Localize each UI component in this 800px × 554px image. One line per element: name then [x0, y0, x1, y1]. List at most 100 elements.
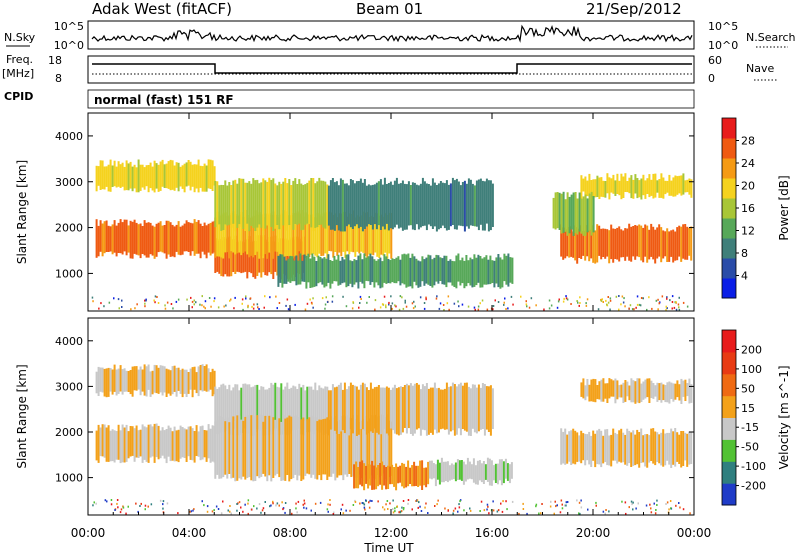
- velocity-scatter-point: [122, 505, 124, 508]
- power-scatter-point: [675, 301, 677, 304]
- power-scatter-point: [579, 296, 581, 299]
- power-echo-cell: [272, 241, 275, 279]
- power-echo-cell: [453, 261, 456, 287]
- velocity-echo-cell: [232, 416, 235, 478]
- power-echo-cell: [439, 181, 442, 229]
- power-scatter-point: [166, 301, 169, 304]
- velocity-echo-cell: [407, 385, 410, 429]
- power-echo-cell: [246, 182, 249, 224]
- power-echo-cell: [650, 223, 653, 257]
- velocity-scatter-point: [159, 499, 162, 502]
- power-scatter-point: [600, 299, 603, 302]
- velocity-echo-cell: [149, 424, 152, 458]
- power-echo-cell: [568, 227, 571, 258]
- power-echo-cell: [318, 177, 321, 225]
- velocity-scatter-point: [140, 502, 142, 505]
- power-scatter-point: [312, 306, 314, 309]
- power-scatter-point: [249, 297, 252, 300]
- power-echo-cell: [503, 253, 506, 282]
- velocity-echo-cell: [123, 427, 126, 463]
- velocity-echo-cell: [151, 370, 154, 395]
- power-echo-cell: [209, 159, 212, 189]
- power-echo-cell: [377, 181, 380, 226]
- power-echo-cell: [389, 181, 392, 229]
- power-echo-cell: [287, 258, 290, 282]
- power-echo-cell: [123, 219, 126, 252]
- freq-left-tick-bottom: 8: [55, 72, 62, 85]
- power-echo-cell: [163, 164, 166, 188]
- power-scatter-point: [525, 300, 527, 303]
- velocity-echo-cell: [332, 417, 335, 474]
- power-echo-cell: [145, 165, 148, 187]
- power-echo-cell: [684, 224, 687, 260]
- velocity-echo-cell: [582, 378, 585, 399]
- power-echo-cell: [614, 180, 617, 196]
- power-echo-cell: [564, 199, 567, 232]
- power-echo-cell: [598, 225, 601, 256]
- power-echo-cell: [487, 259, 490, 285]
- velocity-scatter-point: [227, 509, 229, 512]
- velocity-scatter-point: [389, 502, 391, 505]
- velocity-echo-cell: [377, 465, 380, 487]
- power-echo-cell: [298, 238, 301, 275]
- power-echo-cell: [262, 178, 265, 231]
- velocity-echo-cell: [163, 366, 166, 393]
- beam-title: Beam 01: [356, 0, 423, 18]
- power-scatter-point: [633, 308, 635, 311]
- velocity-scatter-point: [480, 500, 483, 503]
- power-echo-cell: [409, 257, 412, 287]
- velocity-echo-cell: [355, 461, 358, 489]
- power-echo-cell: [167, 220, 170, 255]
- velocity-echo-cell: [618, 430, 621, 462]
- power-echo-cell: [433, 257, 436, 286]
- velocity-echo-cell: [135, 366, 138, 391]
- velocity-scatter-point: [281, 501, 283, 504]
- power-echo-cell: [596, 175, 599, 197]
- velocity-scatter-point: [425, 502, 427, 505]
- power-echo-cell: [232, 239, 235, 272]
- velocity-echo-cell: [216, 420, 219, 475]
- power-echo-cell: [382, 216, 385, 256]
- power-echo-cell: [103, 166, 106, 190]
- power-echo-cell: [260, 182, 263, 228]
- power-scatter-point: [602, 301, 604, 303]
- power-scatter-point: [657, 308, 659, 311]
- velocity-echo-cell: [680, 431, 683, 468]
- velocity-echo-cell: [169, 370, 172, 396]
- power-echo-cell: [463, 260, 466, 289]
- power-echo-cell: [618, 180, 621, 196]
- power-echo-cell: [648, 229, 651, 260]
- velocity-scatter-point: [256, 507, 258, 510]
- power-echo-cell: [560, 193, 563, 234]
- velocity-scatter-point: [302, 503, 304, 506]
- velocity-echo-cell: [155, 423, 158, 458]
- velocity-echo-cell: [576, 432, 579, 462]
- velocity-echo-cell: [465, 382, 468, 432]
- velocity-echo-cell: [361, 460, 364, 487]
- power-echo-cell: [407, 253, 410, 287]
- power-echo-cell: [234, 179, 237, 232]
- power-scatter-point: [606, 303, 608, 306]
- power-colorbar-tick-label: 12: [741, 225, 755, 238]
- power-echo-cell: [315, 261, 318, 287]
- power-echo-cell: [203, 163, 206, 192]
- velocity-echo-cell: [339, 382, 342, 432]
- power-scatter-point: [658, 302, 660, 305]
- power-echo-cell: [240, 178, 243, 227]
- velocity-echo-cell: [458, 460, 461, 480]
- power-echo-band: [560, 223, 693, 264]
- power-echo-cell: [390, 213, 393, 259]
- velocity-echo-cell: [360, 420, 363, 479]
- power-echo-cell: [365, 185, 368, 227]
- power-echo-cell: [592, 179, 595, 200]
- velocity-echo-cell: [214, 421, 217, 479]
- power-echo-cell: [405, 254, 408, 288]
- power-echo-cell: [656, 180, 659, 193]
- velocity-scatter-point: [363, 503, 366, 506]
- power-scatter-point: [193, 299, 195, 302]
- velocity-echo-cell: [350, 418, 353, 477]
- power-scatter-point: [665, 305, 667, 308]
- velocity-echo-cell: [658, 383, 661, 401]
- power-echo-cell: [193, 164, 196, 193]
- power-echo-cell: [283, 256, 286, 284]
